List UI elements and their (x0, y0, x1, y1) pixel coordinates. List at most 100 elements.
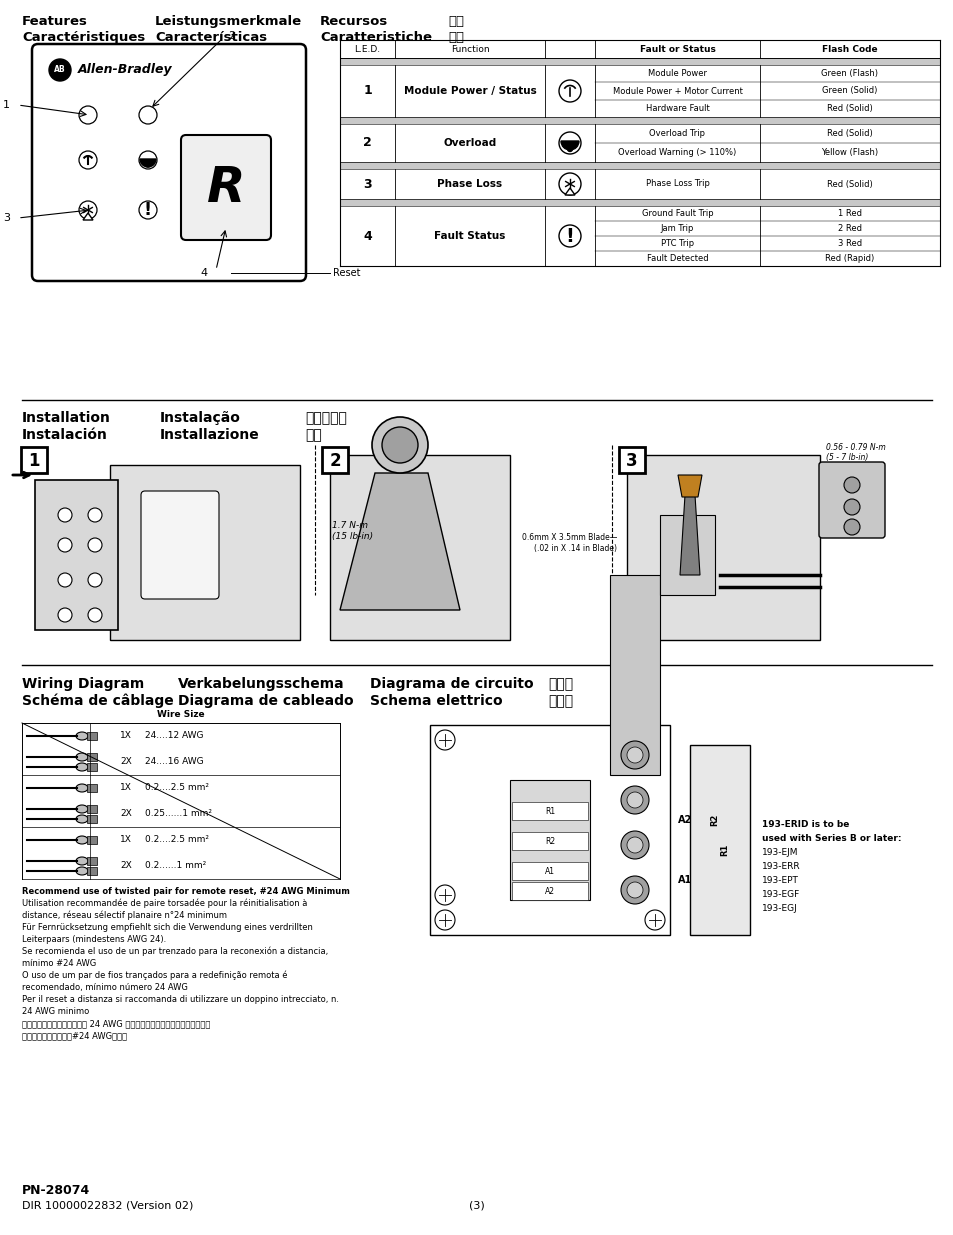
Text: Fault Detected: Fault Detected (646, 254, 707, 263)
Wedge shape (140, 159, 156, 167)
Text: R1: R1 (544, 806, 555, 815)
Text: Se recomienda el uso de un par trenzado para la reconexión a distancia,: Se recomienda el uso de un par trenzado … (22, 947, 328, 956)
Text: used with Series B or later:: used with Series B or later: (761, 834, 901, 844)
Circle shape (88, 573, 102, 587)
Text: Caratteristiche: Caratteristiche (319, 31, 432, 44)
Bar (339, 124, 939, 162)
Text: Module Power / Status: Module Power / Status (403, 86, 536, 96)
Text: 24....16 AWG: 24....16 AWG (145, 757, 203, 767)
Text: Red (Solid): Red (Solid) (826, 104, 872, 112)
Text: distance, réseau sélectif planaire n°24 minimum: distance, réseau sélectif planaire n°24 … (22, 911, 227, 920)
Text: 193-EGF: 193-EGF (761, 890, 800, 899)
Text: Leiterpaars (mindestens AWG 24).: Leiterpaars (mindestens AWG 24). (22, 935, 166, 944)
Ellipse shape (76, 805, 88, 813)
Text: 0.2....2.5 mm²: 0.2....2.5 mm² (145, 783, 209, 793)
Text: 1.7 N-m: 1.7 N-m (332, 520, 368, 530)
Text: Wire Size: Wire Size (157, 710, 205, 719)
Text: 0.56 - 0.79 N-m: 0.56 - 0.79 N-m (825, 443, 884, 452)
Text: 193-EJM: 193-EJM (761, 848, 798, 857)
Circle shape (435, 730, 455, 750)
Ellipse shape (76, 867, 88, 876)
Text: A1: A1 (544, 867, 555, 876)
Text: 1 Red: 1 Red (837, 209, 862, 219)
Circle shape (843, 499, 859, 515)
Bar (430, 725, 669, 935)
Text: Utilisation recommandée de paire torsadée pour la réinitialisation à: Utilisation recommandée de paire torsadé… (22, 899, 307, 909)
Text: 1: 1 (363, 84, 372, 98)
Text: (5 - 7 lb-in): (5 - 7 lb-in) (825, 453, 867, 462)
Polygon shape (626, 454, 820, 640)
Text: 3 Red: 3 Red (837, 240, 862, 248)
Text: 機能: 機能 (448, 15, 463, 28)
Circle shape (79, 106, 97, 124)
FancyBboxPatch shape (322, 447, 348, 473)
Text: リモートリセットには、最小 24 AWG のツイストペアの使用をお勧めします: リモートリセットには、最小 24 AWG のツイストペアの使用をお勧めします (22, 1019, 211, 1028)
Text: Overload: Overload (443, 138, 497, 148)
Circle shape (558, 173, 580, 195)
Text: Flash Code: Flash Code (821, 44, 877, 53)
Bar (87, 857, 97, 864)
Text: 特点: 特点 (448, 31, 463, 44)
Text: mínimo #24 AWG: mínimo #24 AWG (22, 960, 96, 968)
Text: ...: ... (176, 543, 183, 550)
Text: 193-ERID is to be: 193-ERID is to be (761, 820, 848, 829)
Polygon shape (678, 475, 701, 496)
Circle shape (139, 106, 157, 124)
Bar (339, 169, 939, 199)
FancyBboxPatch shape (618, 447, 644, 473)
Text: Für Fernrücksetzung empfiehlt sich die Verwendung eines verdrillten: Für Fernrücksetzung empfiehlt sich die V… (22, 923, 313, 932)
Circle shape (558, 225, 580, 247)
Text: Per il reset a distanza si raccomanda di utilizzare un doppino intrecciato, n.: Per il reset a distanza si raccomanda di… (22, 995, 338, 1004)
Text: Jam Trip: Jam Trip (660, 224, 694, 233)
Text: 2 Red: 2 Red (837, 224, 862, 233)
Bar (339, 65, 939, 117)
Text: 3: 3 (363, 178, 372, 190)
Text: AB: AB (54, 65, 66, 74)
Bar (87, 753, 97, 761)
Text: Overload Trip: Overload Trip (649, 128, 705, 138)
Polygon shape (35, 480, 118, 630)
Bar (339, 117, 939, 124)
Text: 2: 2 (329, 452, 340, 471)
FancyBboxPatch shape (141, 492, 219, 599)
Circle shape (843, 519, 859, 535)
Text: 安裝: 安裝 (305, 429, 321, 442)
Text: Features: Features (22, 15, 88, 28)
Text: Yellow (Flash): Yellow (Flash) (821, 148, 878, 157)
Text: R1: R1 (720, 844, 729, 856)
FancyBboxPatch shape (818, 462, 884, 538)
Text: 配線図: 配線図 (547, 677, 573, 692)
Text: R2: R2 (544, 836, 555, 846)
Bar (659, 515, 714, 595)
FancyBboxPatch shape (181, 135, 271, 240)
Bar (339, 199, 939, 206)
Text: (.28 in): (.28 in) (629, 588, 657, 597)
Bar (609, 576, 659, 776)
Text: 1: 1 (3, 100, 10, 110)
Circle shape (88, 608, 102, 622)
Circle shape (626, 837, 642, 853)
Bar (339, 206, 939, 266)
Circle shape (435, 885, 455, 905)
Circle shape (58, 608, 71, 622)
Text: !: ! (565, 226, 574, 246)
Text: Características: Características (154, 31, 267, 44)
Text: Phase Loss Trip: Phase Loss Trip (645, 179, 709, 189)
Circle shape (843, 477, 859, 493)
Text: 2: 2 (363, 137, 372, 149)
Polygon shape (330, 454, 510, 640)
Bar (512, 882, 587, 900)
Text: O uso de um par de fios trançados para a redefinição remota é: O uso de um par de fios trançados para a… (22, 971, 287, 981)
Bar (339, 58, 939, 65)
Text: Verkabelungsschema: Verkabelungsschema (178, 677, 344, 692)
Text: 0.2......1 mm²: 0.2......1 mm² (145, 862, 206, 871)
Bar (87, 805, 97, 813)
Text: L.E.D.: L.E.D. (355, 44, 380, 53)
Text: Instalación: Instalación (22, 429, 108, 442)
Text: recomendado, mínimo número 24 AWG: recomendado, mínimo número 24 AWG (22, 983, 188, 992)
Text: 3: 3 (3, 212, 10, 224)
Bar (87, 836, 97, 844)
Text: Red (Solid): Red (Solid) (826, 128, 872, 138)
Circle shape (88, 508, 102, 522)
Circle shape (139, 151, 157, 169)
